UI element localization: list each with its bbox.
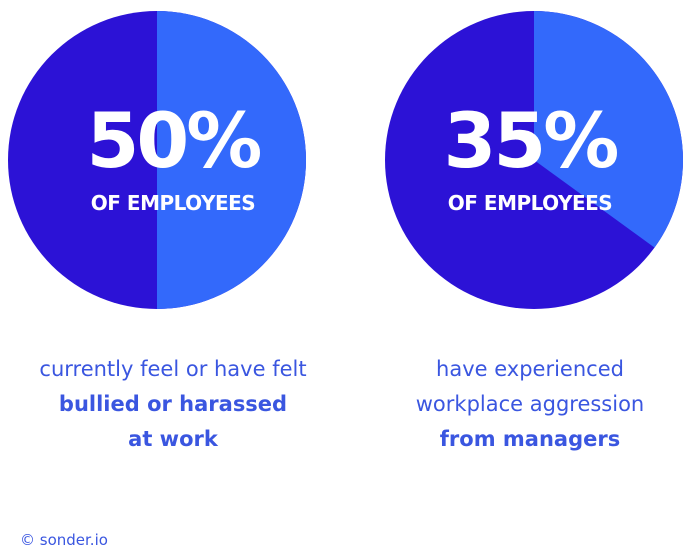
pie-aggression-highlight-slice bbox=[534, 11, 683, 248]
big-percent-bullied: 50% bbox=[86, 96, 263, 185]
pie-chart-aggression bbox=[385, 11, 683, 309]
caption-aggression-line-2: workplace aggression bbox=[415, 392, 645, 416]
of-employees-label-aggression: OF EMPLOYEES bbox=[447, 191, 613, 215]
caption-aggression-line-1: have experienced bbox=[436, 357, 624, 381]
caption-bullied-line-3: at work bbox=[128, 427, 218, 451]
caption-aggression: have experienced workplace aggression fr… bbox=[346, 352, 692, 457]
caption-aggression-line-3: from managers bbox=[439, 427, 621, 451]
of-employees-label-bullied: OF EMPLOYEES bbox=[90, 191, 256, 215]
copyright-footer: © sonder.io bbox=[20, 531, 108, 549]
pie-chart-bullied bbox=[8, 11, 306, 309]
big-percent-aggression: 35% bbox=[443, 96, 620, 185]
pie-bullied-highlight-slice bbox=[157, 11, 306, 309]
chart-bullied: 50% OF EMPLOYEES currently feel or have … bbox=[0, 11, 346, 457]
chart-aggression: 35% OF EMPLOYEES have experienced workpl… bbox=[346, 0, 692, 558]
caption-bullied: currently feel or have felt bullied or h… bbox=[0, 352, 346, 457]
caption-bullied-line-1: currently feel or have felt bbox=[39, 357, 307, 381]
caption-bullied-line-2: bullied or harassed bbox=[58, 392, 288, 416]
